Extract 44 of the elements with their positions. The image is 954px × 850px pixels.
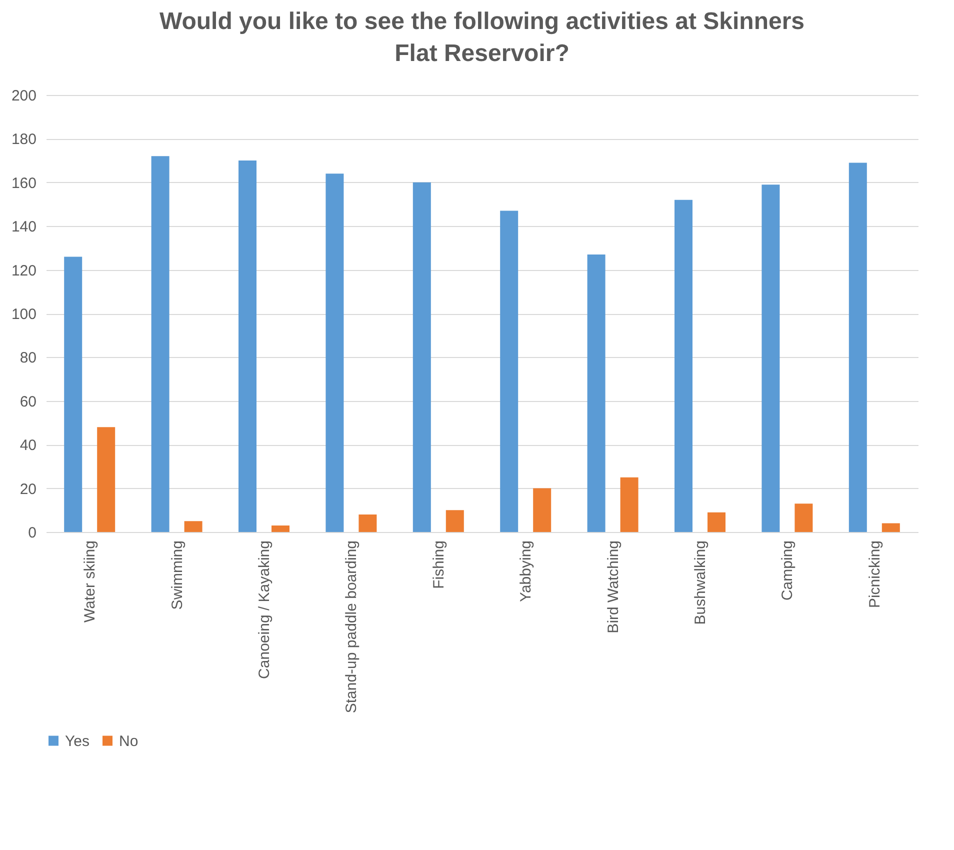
y-tick-label: 100 bbox=[11, 306, 36, 323]
legend-label: Yes bbox=[65, 732, 90, 750]
bar bbox=[674, 200, 693, 532]
bar bbox=[271, 525, 290, 532]
y-tick-label: 40 bbox=[20, 437, 36, 454]
bar bbox=[184, 521, 202, 532]
y-tick-label: 140 bbox=[11, 218, 36, 236]
bar bbox=[412, 182, 431, 532]
y-tick-label: 160 bbox=[11, 174, 36, 192]
x-tick-label: Camping bbox=[779, 540, 796, 601]
chart-title: Would you like to see the following activities at Skinners Flat Reservoir? bbox=[159, 8, 805, 67]
y-tick-label: 60 bbox=[20, 393, 36, 410]
y-tick-label: 120 bbox=[11, 262, 36, 280]
bar bbox=[707, 512, 726, 532]
bar bbox=[882, 523, 900, 532]
bar bbox=[326, 174, 344, 532]
bar bbox=[848, 162, 867, 532]
bar bbox=[762, 184, 780, 532]
bar bbox=[587, 254, 606, 532]
bar bbox=[151, 156, 170, 532]
legend-label: No bbox=[119, 732, 138, 750]
x-tick-label: Stand-up paddle boarding bbox=[343, 540, 360, 714]
x-tick-label: Water skiing bbox=[82, 540, 99, 622]
x-tick-label: Canoeing / Kayaking bbox=[256, 540, 273, 679]
bar bbox=[446, 510, 464, 532]
bar bbox=[64, 256, 82, 532]
y-tick-label: 200 bbox=[11, 88, 36, 104]
x-tick-label: Bird Watching bbox=[604, 540, 622, 634]
bar bbox=[533, 488, 552, 532]
y-tick-label: 180 bbox=[11, 131, 36, 148]
x-tick-label: Bushwalking bbox=[692, 540, 709, 625]
bar bbox=[358, 514, 377, 532]
x-tick-label: Yabbying bbox=[518, 540, 535, 602]
y-tick-label: 20 bbox=[20, 480, 36, 498]
bar bbox=[620, 477, 638, 532]
bar bbox=[794, 504, 813, 532]
bar bbox=[238, 160, 257, 532]
x-tick-label: Fishing bbox=[430, 540, 448, 589]
y-tick-label: 0 bbox=[28, 524, 36, 542]
bar bbox=[500, 210, 518, 532]
bar bbox=[97, 427, 116, 532]
y-tick-label: 80 bbox=[20, 350, 36, 367]
x-tick-label: Picnicking bbox=[866, 540, 884, 608]
x-tick-label: Swimming bbox=[168, 540, 186, 610]
